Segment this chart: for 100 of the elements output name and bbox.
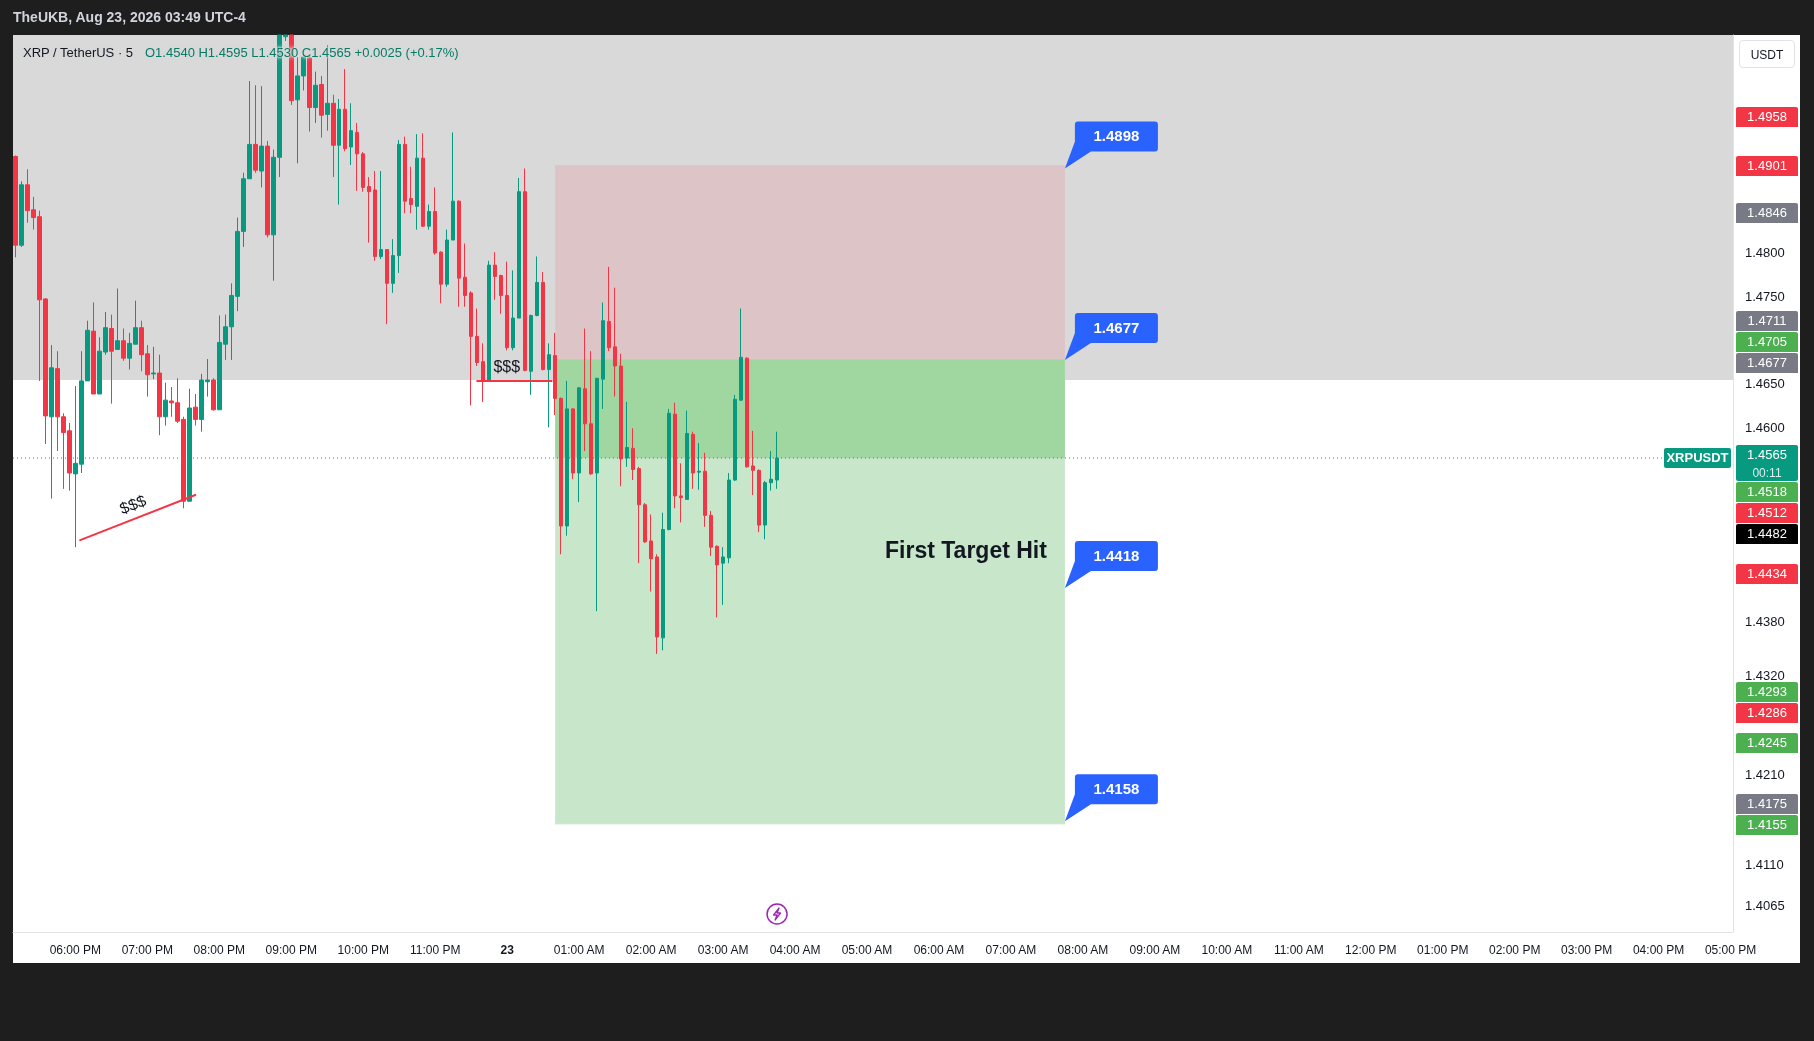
candlestick bbox=[391, 238, 395, 294]
candlestick bbox=[373, 170, 377, 262]
candlestick bbox=[583, 328, 587, 452]
y-tick-label: 1.4600 bbox=[1745, 419, 1785, 435]
text: 00:11 bbox=[1736, 464, 1798, 481]
text: TheUKB, Aug 23, 2026 03:49 UTC-4 bbox=[13, 8, 246, 26]
candlestick bbox=[337, 98, 341, 206]
y-tick-label: 1.4320 bbox=[1745, 667, 1785, 683]
text: XRP / TetherUS · 5 bbox=[23, 45, 134, 61]
candlestick bbox=[115, 288, 120, 350]
x-tick-label: 10:00 PM bbox=[337, 943, 389, 957]
x-tick-label: 03:00 AM bbox=[697, 943, 749, 957]
candlestick bbox=[589, 350, 593, 476]
candlestick bbox=[379, 170, 383, 260]
candlestick bbox=[541, 271, 545, 371]
candlestick bbox=[457, 199, 461, 308]
candlestick bbox=[715, 544, 719, 618]
candlestick bbox=[601, 301, 605, 410]
candlestick bbox=[265, 140, 270, 238]
candlestick bbox=[211, 377, 216, 412]
x-tick-label: 10:00 AM bbox=[1201, 943, 1253, 957]
candlestick bbox=[439, 250, 443, 304]
x-tick-label: 03:00 PM bbox=[1560, 943, 1613, 957]
candlestick bbox=[109, 314, 114, 405]
text: 1.4512 bbox=[1736, 502, 1798, 523]
candlestick bbox=[721, 546, 725, 606]
candlestick bbox=[523, 167, 527, 372]
candlestick bbox=[427, 204, 431, 231]
candlestick bbox=[157, 354, 162, 436]
y-axis-title: USDT bbox=[1739, 40, 1795, 68]
candlestick bbox=[487, 260, 491, 382]
candlestick bbox=[505, 261, 509, 351]
text: 1.4711 bbox=[1736, 310, 1798, 331]
candlestick bbox=[613, 287, 617, 398]
candlestick bbox=[463, 242, 467, 308]
x-tick-label: 04:00 PM bbox=[1632, 943, 1685, 957]
candlestick bbox=[91, 301, 96, 395]
text: 1.4705 bbox=[1736, 331, 1798, 352]
candlestick bbox=[355, 122, 359, 192]
candlestick bbox=[649, 513, 653, 593]
y-tick-label: 1.4065 bbox=[1745, 898, 1785, 914]
candlestick bbox=[361, 151, 365, 193]
candlestick bbox=[739, 308, 743, 402]
candlestick bbox=[259, 85, 264, 188]
candlestick bbox=[679, 462, 683, 523]
candlestick bbox=[433, 186, 437, 256]
candlestick bbox=[121, 328, 126, 362]
x-tick-label: 06:00 AM bbox=[913, 943, 965, 957]
x-tick-label: 06:00 PM bbox=[49, 943, 102, 957]
y-tick-label: 1.4210 bbox=[1745, 766, 1785, 782]
x-tick-label: 05:00 PM bbox=[1704, 943, 1757, 957]
annotation: 1.4158 bbox=[1092, 779, 1141, 800]
candlestick bbox=[385, 249, 389, 325]
x-tick-label: 23 bbox=[500, 943, 515, 957]
text: 1.4155 bbox=[1736, 815, 1798, 836]
candlestick bbox=[451, 131, 455, 241]
candlestick bbox=[421, 132, 425, 228]
candlestick bbox=[559, 397, 563, 555]
text: 1.4901 bbox=[1736, 155, 1798, 176]
ref-line-label: XRPUSDT bbox=[1664, 448, 1731, 469]
y-tick-label: 1.4750 bbox=[1745, 288, 1785, 304]
candlestick bbox=[445, 229, 449, 288]
candlestick bbox=[253, 84, 258, 174]
candlestick bbox=[673, 402, 677, 509]
candlestick bbox=[313, 71, 318, 124]
candlestick bbox=[619, 353, 623, 487]
candlestick bbox=[631, 427, 635, 481]
candlestick bbox=[409, 166, 413, 214]
candlestick bbox=[571, 407, 575, 480]
x-tick-label: 12:00 PM bbox=[1345, 943, 1397, 957]
candlestick bbox=[709, 510, 713, 557]
x-tick-label: 02:00 PM bbox=[1489, 943, 1541, 957]
annotation: 1.4418 bbox=[1092, 546, 1141, 566]
x-tick-label: 07:00 AM bbox=[985, 943, 1037, 957]
annotation: First Target Hit bbox=[885, 536, 1047, 564]
x-tick-label: 09:00 PM bbox=[265, 943, 317, 957]
candlestick bbox=[529, 314, 533, 396]
candlestick bbox=[193, 393, 198, 427]
x-tick-label: 01:00 AM bbox=[553, 943, 605, 957]
x-tick-label: 01:00 PM bbox=[1417, 943, 1469, 957]
candlestick bbox=[727, 472, 731, 564]
candlestick bbox=[643, 502, 647, 544]
y-tick-label: 1.4650 bbox=[1745, 376, 1785, 391]
candlestick bbox=[751, 430, 755, 496]
candlestick bbox=[547, 342, 551, 428]
text: 1.4565 bbox=[1736, 444, 1798, 465]
candlestick bbox=[691, 431, 695, 490]
candlestick bbox=[349, 102, 353, 166]
x-tick-label: 08:00 PM bbox=[193, 943, 245, 957]
candlestick bbox=[499, 274, 503, 315]
text: 1.4958 bbox=[1736, 106, 1798, 127]
candlestick bbox=[151, 346, 156, 380]
candlestick bbox=[703, 452, 707, 528]
y-tick-label: 1.4380 bbox=[1745, 614, 1785, 630]
candlestick bbox=[763, 480, 767, 540]
candlestick bbox=[403, 136, 407, 214]
annotation: $$$ bbox=[117, 491, 149, 519]
x-tick-label: 11:00 PM bbox=[409, 943, 461, 957]
y-tick-label: 1.4800 bbox=[1745, 245, 1785, 261]
candlestick bbox=[493, 251, 497, 301]
